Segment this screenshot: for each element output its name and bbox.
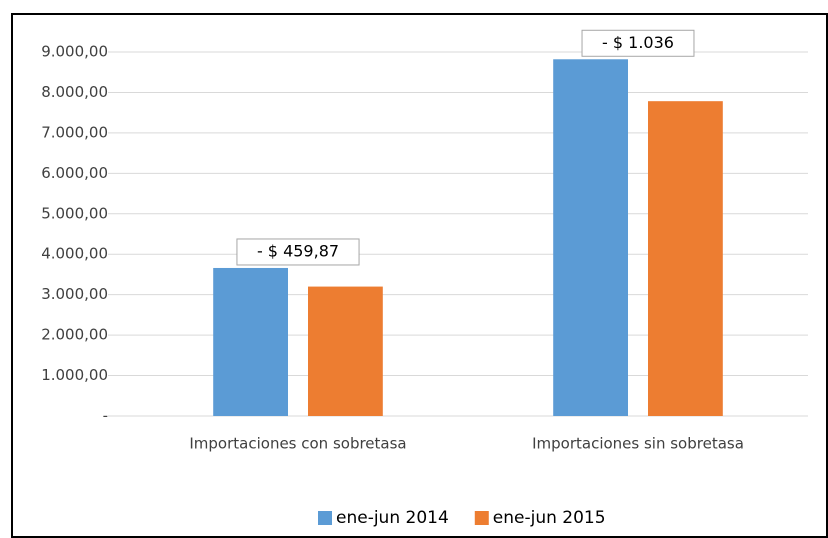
legend-swatch <box>318 511 332 525</box>
bar <box>648 101 723 416</box>
y-tick-label: 5.000,00 <box>41 204 108 222</box>
y-tick-label: 6.000,00 <box>41 164 108 182</box>
legend-label: ene-jun 2014 <box>336 508 449 528</box>
annotation-box <box>236 238 360 266</box>
annotation: - $ 1.036 <box>602 33 674 52</box>
x-tick-label: Importaciones sin sobretasa <box>532 435 744 453</box>
y-tick-label: 7.000,00 <box>41 123 108 141</box>
y-tick-label: 8.000,00 <box>41 83 108 101</box>
y-tick-label: 9.000,00 <box>41 43 108 61</box>
y-tick-label: 2.000,00 <box>41 326 108 344</box>
y-tick-label: 3.000,00 <box>41 285 108 303</box>
legend-label: ene-jun 2015 <box>493 508 606 528</box>
y-tick-label: - <box>103 407 108 425</box>
y-tick-label: 1.000,00 <box>41 366 108 384</box>
y-tick-label: 4.000,00 <box>41 245 108 263</box>
bar <box>308 286 383 416</box>
bar <box>213 267 288 416</box>
bar <box>553 59 628 416</box>
annotation-box <box>581 29 695 57</box>
annotation: - $ 459,87 <box>257 241 339 260</box>
x-tick-label: Importaciones con sobretasa <box>189 435 406 453</box>
legend-swatch <box>474 511 489 525</box>
